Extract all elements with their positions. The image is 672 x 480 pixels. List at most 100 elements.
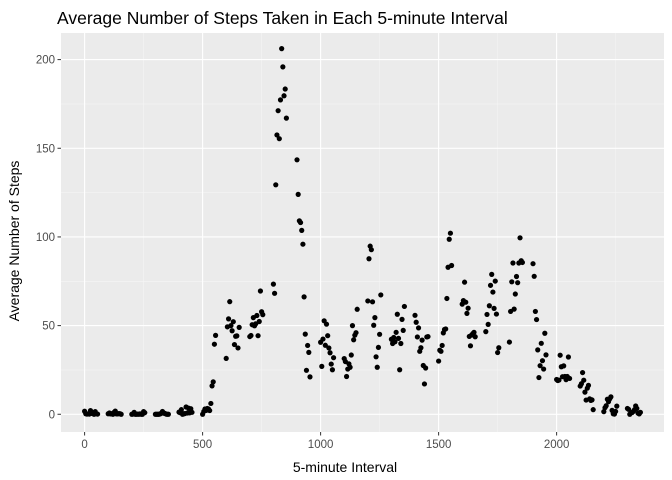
x-tick-label-0: 0	[81, 439, 87, 451]
data-point-144	[365, 298, 371, 304]
data-point-194	[461, 279, 468, 285]
data-point-125	[323, 321, 330, 327]
y-axis-ticks: 0 50 100 150 200	[36, 55, 61, 421]
data-point-11	[94, 411, 101, 417]
data-point-75	[227, 299, 233, 305]
data-point-170	[414, 334, 420, 340]
data-point-107	[283, 115, 289, 121]
data-point-108	[294, 157, 300, 163]
x-tick-label-4: 2000	[544, 439, 570, 451]
data-point-251	[566, 375, 573, 382]
data-point-216	[506, 339, 513, 345]
data-point-168	[412, 312, 418, 318]
data-point-119	[307, 374, 313, 380]
data-point-163	[397, 367, 403, 373]
data-point-72	[223, 355, 229, 362]
data-point-116	[303, 367, 310, 373]
data-point-71	[212, 332, 219, 338]
data-point-114	[301, 294, 307, 300]
data-point-236	[539, 358, 546, 364]
data-point-96	[270, 281, 277, 287]
data-point-208	[487, 282, 494, 288]
x-axis-ticks: 0 500 1000 1500 2000	[81, 432, 569, 451]
x-tick-label-1: 500	[193, 439, 212, 451]
data-point-140	[351, 337, 357, 343]
data-point-166	[400, 327, 406, 333]
data-point-210	[490, 289, 496, 295]
data-point-137	[347, 364, 353, 370]
data-point-85	[248, 332, 254, 339]
data-point-113	[300, 241, 306, 247]
data-point-99	[274, 132, 280, 138]
data-point-74	[225, 316, 232, 322]
data-point-35	[142, 410, 148, 416]
data-point-151	[373, 354, 379, 360]
data-point-234	[537, 363, 543, 369]
x-tick-label-3: 1500	[426, 439, 452, 451]
x-axis-title: 5-minute Interval	[293, 459, 397, 475]
data-point-138	[348, 352, 354, 358]
y-tick-label-0: 0	[49, 409, 55, 421]
chart-title: Average Number of Steps Taken in Each 5-…	[57, 8, 508, 28]
data-point-122	[320, 336, 326, 342]
data-point-228	[530, 261, 536, 267]
data-point-229	[531, 273, 537, 279]
data-point-78	[230, 319, 236, 325]
data-point-115	[302, 331, 308, 337]
data-point-128	[327, 350, 333, 356]
data-point-275	[614, 403, 620, 409]
data-point-203	[472, 334, 478, 340]
data-point-259	[585, 382, 592, 388]
data-point-287	[637, 409, 643, 415]
data-point-221	[512, 291, 518, 297]
data-point-218	[509, 279, 515, 285]
data-point-219	[510, 260, 516, 266]
data-point-142	[353, 330, 359, 336]
data-point-92	[256, 318, 262, 325]
data-point-263	[590, 407, 596, 413]
data-point-106	[282, 86, 288, 92]
data-point-256	[582, 389, 588, 395]
data-point-176	[421, 381, 428, 387]
data-point-147	[368, 247, 374, 253]
data-point-235	[538, 340, 544, 346]
data-point-50	[178, 407, 184, 413]
data-point-134	[343, 373, 350, 380]
y-tick-label-2: 100	[36, 232, 55, 244]
data-point-98	[273, 182, 279, 188]
data-point-169	[413, 319, 419, 325]
data-point-212	[492, 278, 498, 284]
data-point-243	[557, 352, 563, 358]
data-point-131	[330, 355, 337, 361]
plot-panel	[61, 33, 664, 432]
data-point-124	[322, 342, 328, 348]
data-point-97	[271, 290, 278, 296]
data-point-102	[277, 97, 284, 103]
data-point-126	[325, 333, 331, 339]
data-point-101	[276, 136, 282, 142]
data-point-237	[541, 366, 547, 372]
data-point-117	[305, 342, 311, 349]
data-point-83	[236, 324, 242, 330]
grid-major-lines	[61, 33, 664, 432]
data-point-190	[447, 230, 454, 236]
data-point-227	[519, 259, 525, 266]
grid-minor-lines	[61, 33, 664, 432]
data-point-155	[378, 292, 384, 298]
data-point-191	[448, 262, 455, 269]
data-point-149	[371, 322, 377, 328]
data-point-118	[306, 349, 312, 355]
data-point-158	[391, 334, 397, 341]
data-point-187	[444, 295, 450, 302]
data-point-67	[208, 400, 214, 407]
data-point-230	[532, 308, 538, 315]
data-point-160	[393, 329, 399, 335]
data-point-105	[281, 93, 287, 99]
data-point-211	[491, 305, 497, 311]
y-tick-label-3: 150	[36, 143, 55, 155]
data-point-121	[319, 363, 325, 369]
data-point-111	[297, 219, 304, 226]
data-point-70	[211, 341, 218, 347]
data-point-93	[257, 288, 264, 294]
